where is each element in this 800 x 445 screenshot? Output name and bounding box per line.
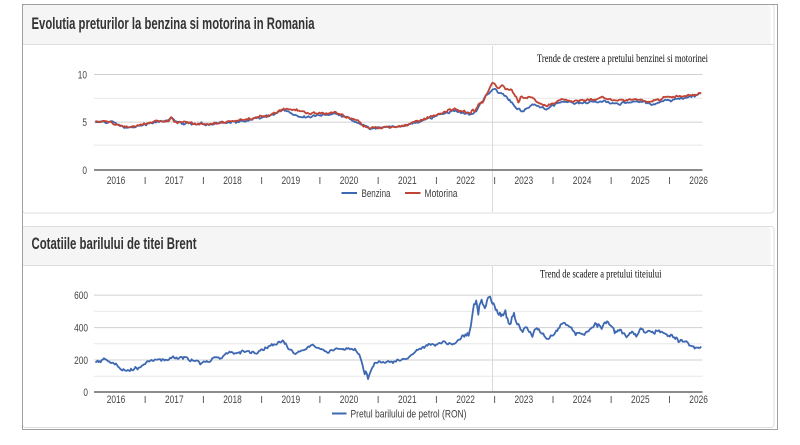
svg-text:I: I [552, 176, 555, 187]
svg-text:5: 5 [82, 117, 87, 129]
svg-text:2018: 2018 [223, 394, 242, 406]
svg-text:2019: 2019 [282, 394, 301, 406]
svg-text:I: I [610, 176, 613, 187]
svg-text:400: 400 [74, 323, 88, 335]
svg-text:2016: 2016 [107, 394, 126, 406]
svg-text:2022: 2022 [456, 394, 475, 406]
svg-text:2021: 2021 [398, 175, 417, 187]
svg-text:I: I [202, 395, 205, 406]
svg-text:Cotatiile barilului de titei B: Cotatiile barilului de titei Brent [32, 235, 197, 253]
svg-text:2017: 2017 [165, 394, 184, 406]
svg-text:2023: 2023 [515, 175, 534, 187]
svg-text:0: 0 [83, 387, 88, 399]
svg-text:I: I [493, 176, 496, 187]
svg-text:I: I [319, 395, 322, 406]
svg-text:I: I [319, 176, 322, 187]
svg-text:I: I [144, 395, 147, 406]
svg-text:Motorina: Motorina [425, 188, 459, 200]
svg-text:2024: 2024 [573, 175, 592, 187]
svg-text:Evolutia preturilor la benzina: Evolutia preturilor la benzina si motori… [32, 15, 316, 33]
svg-text:I: I [377, 176, 380, 187]
svg-text:2026: 2026 [689, 394, 708, 406]
svg-text:200: 200 [74, 355, 88, 367]
svg-text:I: I [668, 395, 671, 406]
svg-text:I: I [377, 395, 380, 406]
svg-text:Pretul barilului de petrol (RO: Pretul barilului de petrol (RON) [351, 408, 467, 420]
svg-text:I: I [260, 395, 263, 406]
svg-text:2022: 2022 [456, 175, 475, 187]
svg-text:I: I [435, 176, 438, 187]
svg-text:I: I [144, 176, 147, 187]
svg-text:2025: 2025 [631, 175, 650, 187]
svg-text:2018: 2018 [223, 175, 242, 187]
svg-text:2017: 2017 [165, 175, 184, 187]
svg-text:2021: 2021 [398, 394, 417, 406]
svg-text:2020: 2020 [340, 394, 359, 406]
svg-text:I: I [668, 176, 671, 187]
svg-text:2025: 2025 [631, 394, 650, 406]
svg-text:0: 0 [82, 165, 87, 177]
svg-text:600: 600 [74, 290, 88, 302]
svg-text:I: I [202, 176, 205, 187]
svg-text:I: I [552, 395, 555, 406]
svg-text:2020: 2020 [340, 175, 359, 187]
svg-text:I: I [435, 395, 438, 406]
svg-text:I: I [493, 395, 496, 406]
svg-text:2023: 2023 [515, 394, 534, 406]
svg-text:2016: 2016 [107, 175, 126, 187]
svg-text:2026: 2026 [689, 175, 708, 187]
svg-text:Trende de crestere a pretului: Trende de crestere a pretului benzinei s… [537, 53, 708, 65]
svg-text:2019: 2019 [282, 175, 301, 187]
svg-text:2024: 2024 [573, 394, 592, 406]
svg-text:I: I [260, 176, 263, 187]
svg-text:Benzina: Benzina [362, 188, 392, 200]
svg-text:Trend de scadere a pretului ti: Trend de scadere a pretului titeiului [540, 269, 662, 281]
svg-text:I: I [610, 395, 613, 406]
svg-text:10: 10 [78, 70, 87, 82]
